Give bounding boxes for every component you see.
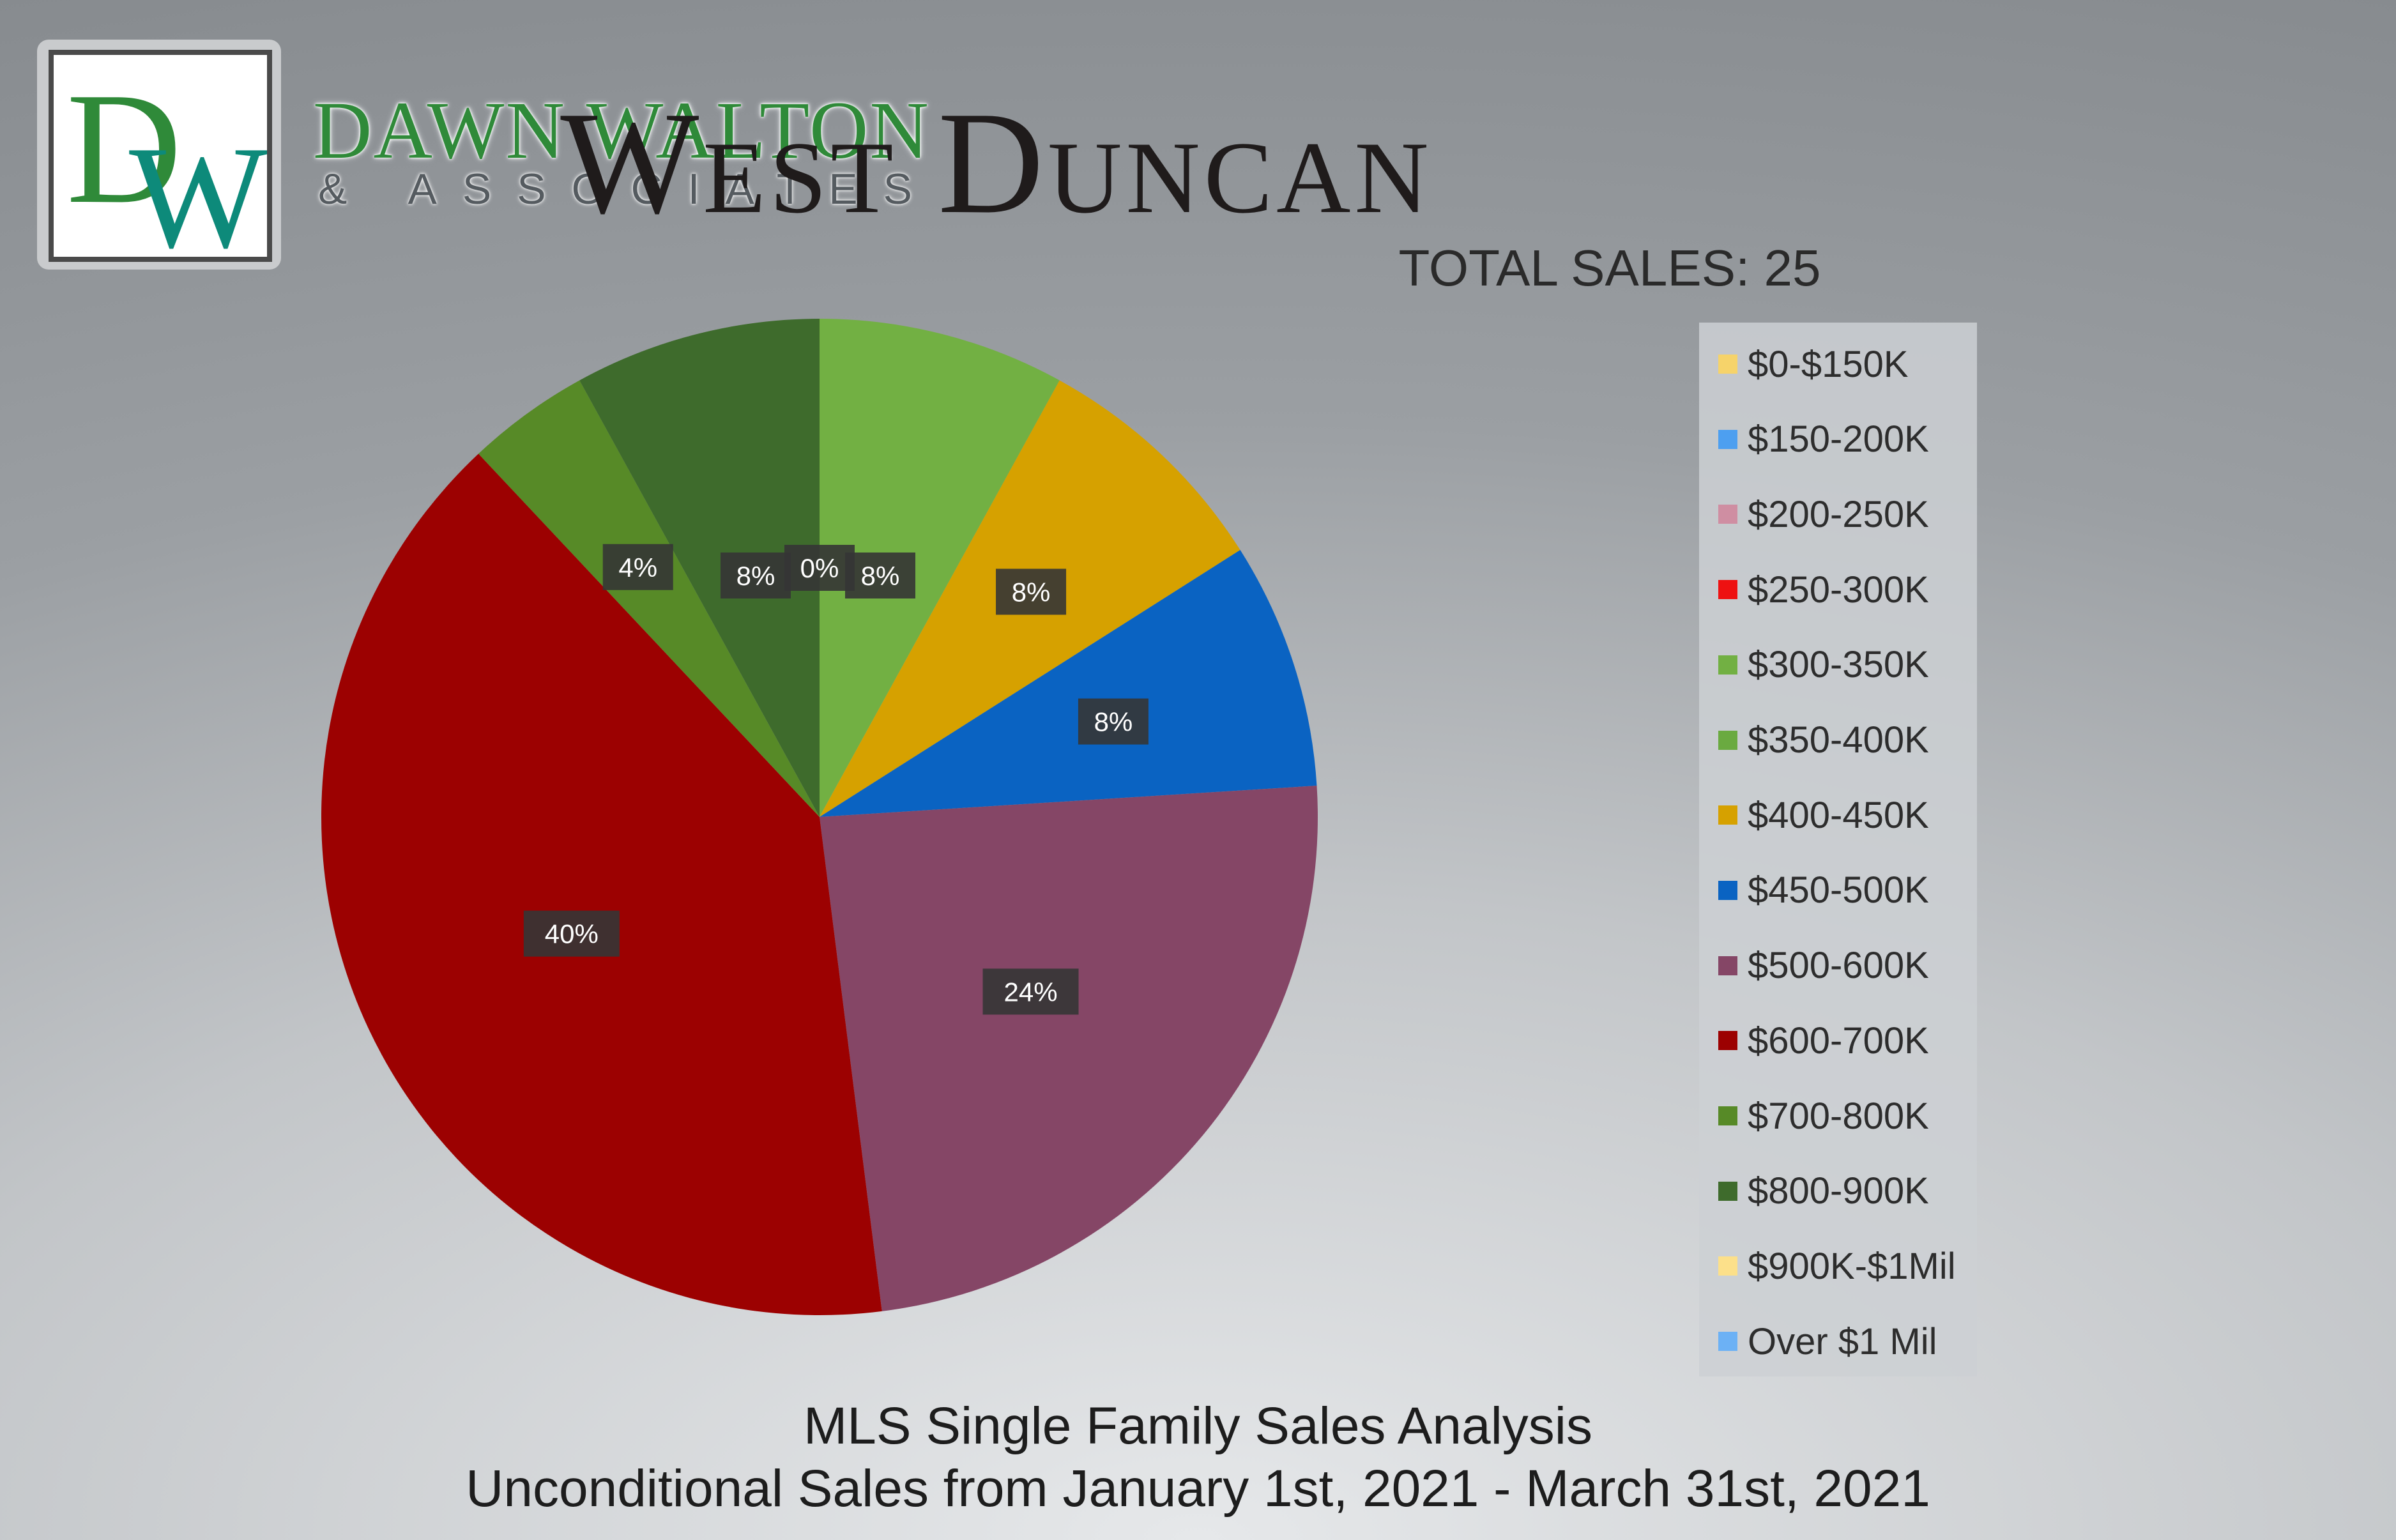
data-label-box	[1078, 698, 1148, 745]
legend-item: $0-$150K	[1718, 342, 1909, 386]
legend-label: $200-250K	[1748, 493, 1929, 535]
data-label-9: 24%	[982, 968, 1079, 1015]
legend-swatch	[1718, 355, 1737, 374]
data-label-8: 8%	[1078, 698, 1148, 745]
legend-label: $450-500K	[1748, 869, 1929, 911]
legend-swatch	[1718, 956, 1737, 975]
data-label-box	[784, 545, 855, 591]
legend-item: $250-300K	[1718, 567, 1929, 612]
data-label-text: 8%	[1012, 577, 1051, 607]
data-label-text: 8%	[736, 561, 775, 591]
data-label-12: 8%	[721, 553, 791, 598]
legend-swatch	[1718, 1106, 1737, 1125]
data-label-box	[845, 553, 915, 598]
legend-label: $0-$150K	[1748, 343, 1909, 385]
legend-label: $600-700K	[1748, 1019, 1929, 1062]
legend-item: $200-250K	[1718, 492, 1929, 537]
legend-label: $350-400K	[1748, 719, 1929, 761]
legend-item: $350-400K	[1718, 718, 1929, 763]
legend-label: Over $1 Mil	[1748, 1320, 1937, 1362]
footer-date-range: Unconditional Sales from January 1st, 20…	[466, 1460, 1930, 1518]
logo-monogram-panel: D W	[49, 50, 272, 262]
legend-item: Over $1 Mil	[1718, 1319, 1937, 1364]
logo-monogram-icon: D W	[66, 60, 267, 257]
legend-swatch	[1718, 1181, 1737, 1201]
legend-swatch	[1718, 655, 1737, 675]
legend-swatch	[1718, 505, 1737, 524]
legend-item: $300-350K	[1718, 643, 1929, 687]
data-label-11: 4%	[602, 544, 673, 590]
brand-subtitle: & ASSOCIATES	[318, 165, 938, 213]
pie-slice-9	[820, 786, 1318, 1311]
data-label-7: 8%	[996, 568, 1067, 615]
legend-item: $900K-$1Mil	[1718, 1244, 1956, 1288]
data-label-text: 8%	[1094, 707, 1133, 737]
legend-swatch	[1718, 730, 1737, 750]
data-label-5: 8%	[845, 553, 915, 598]
legend-swatch	[1718, 880, 1737, 900]
legend-swatch	[1718, 429, 1737, 449]
pie-slice-8	[820, 550, 1317, 817]
footer-title: MLS Single Family Sales Analysis	[803, 1397, 1593, 1455]
legend-label: $400-450K	[1748, 794, 1929, 836]
legend-label: $900K-$1Mil	[1748, 1245, 1956, 1287]
data-label-box	[721, 553, 791, 598]
legend-item: $400-450K	[1718, 793, 1929, 837]
logo-frame: D W	[37, 40, 281, 270]
legend-swatch	[1718, 1256, 1737, 1276]
legend-item: $600-700K	[1718, 1018, 1929, 1063]
legend-swatch	[1718, 805, 1737, 825]
total-sales-label: TOTAL SALES: 25	[1398, 240, 1821, 296]
chart-legend: $0-$150K $150-200K $200-250K $250-300K $300-…	[1699, 323, 1977, 1376]
legend-swatch	[1718, 1031, 1737, 1051]
data-label-box	[982, 968, 1079, 1015]
pie-slice-11	[478, 380, 820, 817]
data-label-text: 8%	[861, 561, 900, 591]
data-label-text: 24%	[1004, 977, 1058, 1007]
data-label-10: 40%	[523, 910, 620, 957]
data-label-text: 0%	[800, 553, 839, 583]
brand-name: DAWN WALTON	[313, 85, 930, 176]
pie-slice-12	[579, 319, 820, 817]
legend-item: $500-600K	[1718, 943, 1929, 988]
legend-label: $800-900K	[1748, 1170, 1929, 1212]
page-title: West Duncan	[560, 81, 1433, 244]
svg-text:W: W	[129, 116, 267, 257]
svg-text:D: D	[66, 60, 182, 237]
legend-label: $250-300K	[1748, 568, 1929, 611]
pie-slice-10	[321, 454, 882, 1315]
legend-label: $150-200K	[1748, 418, 1929, 461]
legend-swatch	[1718, 1332, 1737, 1352]
data-label-box	[996, 568, 1067, 615]
legend-label: $700-800K	[1748, 1095, 1929, 1137]
legend-item: $450-500K	[1718, 868, 1929, 913]
data-label-box	[602, 544, 673, 590]
legend-swatch	[1718, 580, 1737, 600]
legend-item: $700-800K	[1718, 1094, 1929, 1138]
legend-item: $150-200K	[1718, 417, 1929, 462]
data-label-text: 4%	[618, 553, 657, 583]
pie-slice-5	[820, 319, 1060, 817]
data-label-box	[523, 910, 620, 957]
legend-label: $500-600K	[1748, 945, 1929, 987]
data-label-4: 0%	[784, 545, 855, 591]
data-label-text: 40%	[545, 919, 599, 949]
legend-label: $300-350K	[1748, 644, 1929, 686]
legend-item: $800-900K	[1718, 1169, 1929, 1214]
